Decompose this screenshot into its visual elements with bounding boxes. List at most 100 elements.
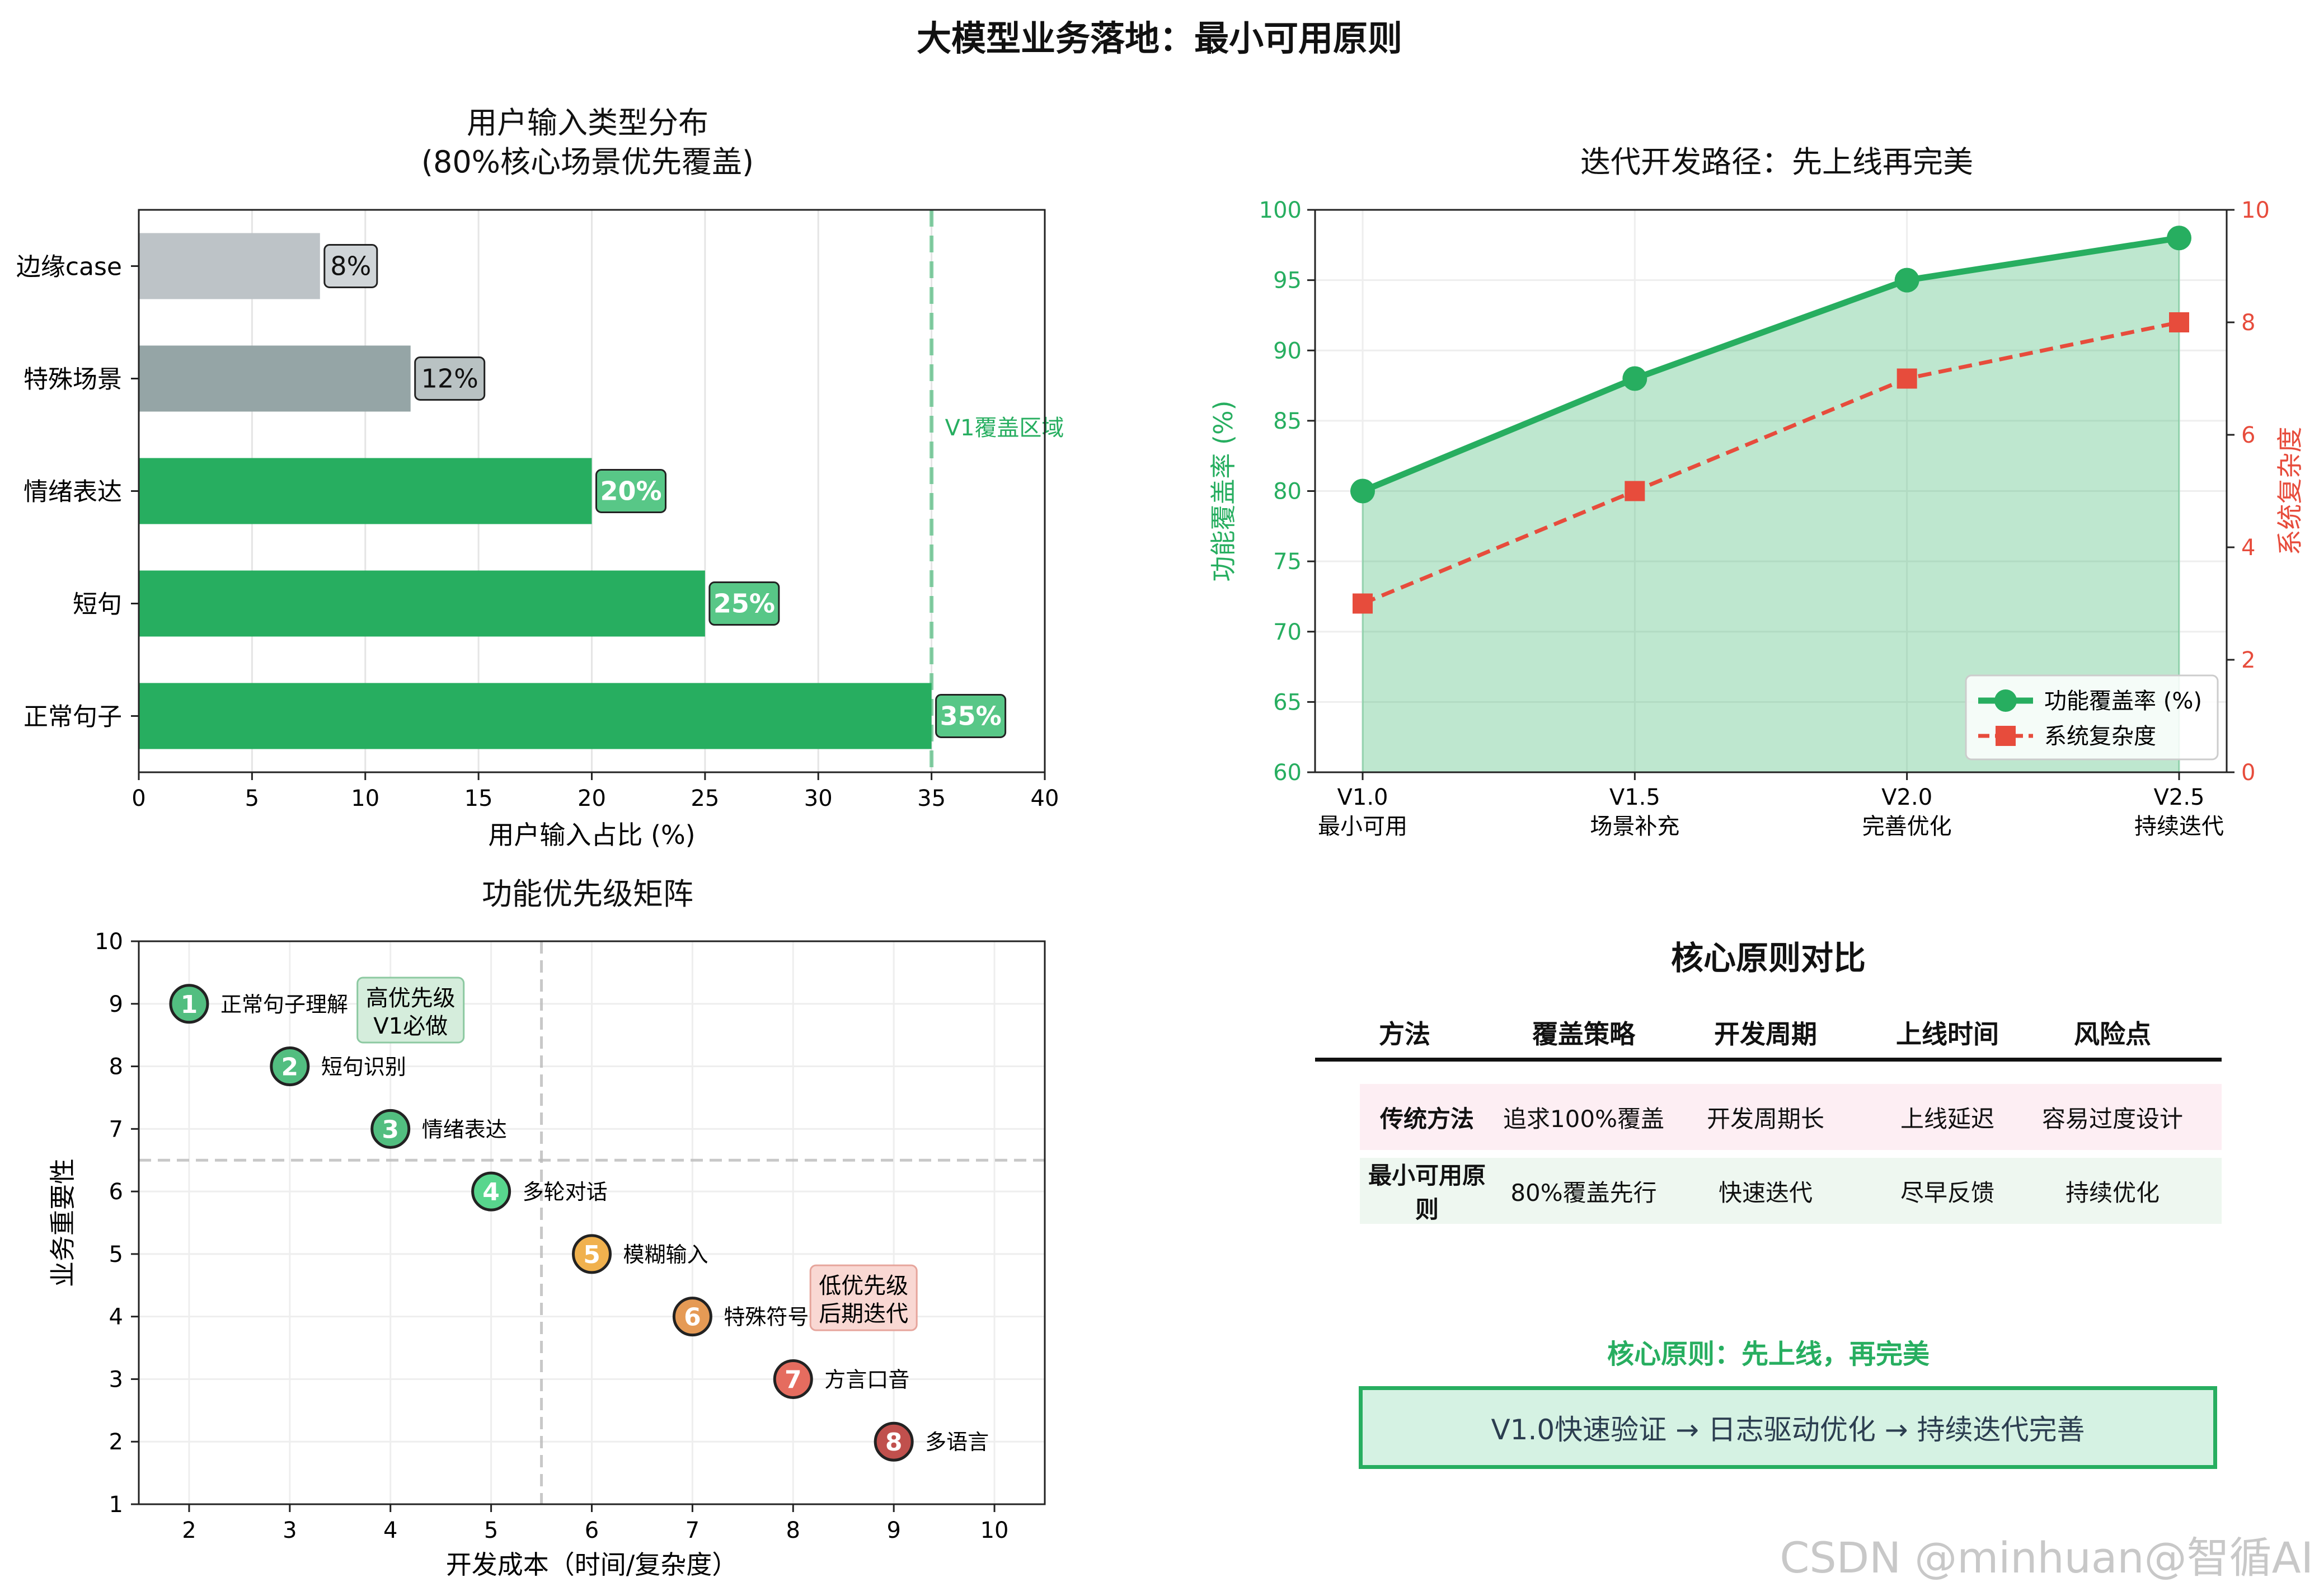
bar-chart: 35% 正常句子 25% 短句 20% 情绪表达 12% 特殊场景 8% 边缘case V1覆盖区域… [16,209,1064,850]
x-tick-label: 5 [245,786,259,811]
quadrant-annotation-box [809,1264,918,1331]
figure-title: 大模型业务落地：最小可用原则 [916,18,1402,59]
feature-point [874,1421,914,1462]
x-tick-label: 40 [1031,786,1059,811]
x-tick-label: 7 [686,1518,700,1543]
value-label-box [414,356,486,401]
y-right-tick-label: 10 [2241,198,2270,223]
x-tick-label: 5 [484,1518,498,1543]
table-cell: 最小可用原则 [1368,1162,1486,1223]
y-tick-label: 1 [109,1492,123,1518]
table-title: 核心原则对比 [1670,939,1866,977]
value-label: 25% [713,589,775,619]
quadrant-annotation-text: 高优先级 V1必做 [366,985,456,1039]
feature-number: 8 [885,1428,903,1457]
y-right-tick-label: 8 [2241,310,2255,336]
y-left-tick-label: 60 [1273,760,1302,786]
legend-complexity-label: 系统复杂度 [2044,724,2156,749]
bar [139,458,592,524]
table-header-cell: 覆盖策略 [1532,1019,1635,1049]
x-tick-label: V1.0 最小可用 [1318,785,1407,839]
y-tick-label: 7 [109,1116,123,1142]
category-label: 情绪表达 [24,478,122,506]
coverage-point [1622,366,1647,391]
y-tick-label: 3 [109,1367,123,1392]
y-left-tick-label: 80 [1273,479,1302,505]
core-principle-heading: 核心原则：先上线，再完美 [1607,1339,1930,1370]
feature-number: 6 [684,1303,701,1332]
y-left-tick-label: 90 [1273,338,1302,364]
feature-number: 3 [382,1115,399,1144]
table-header-cell: 风险点 [2074,1019,2151,1049]
table-header-cell: 方法 [1379,1019,1430,1049]
x-tick-label: 4 [383,1518,397,1543]
table-header: 方法 覆盖策略 开发周期 上线时间 风险点 [1315,1007,2222,1062]
complexity-line [1362,320,2180,605]
table-body: 传统方法 追求100%覆盖 开发周期长 上线延迟 容易过度设计 最小可用原则 80%覆盖先行… [1315,1084,2222,1224]
feature-label: 多语言 [925,1430,989,1454]
quadrant-annotation-box [356,977,465,1044]
v1-coverage-label: V1覆盖区域 [945,415,1064,441]
coverage-point [1894,267,1919,293]
feature-number: 7 [785,1365,802,1394]
value-label-box [323,244,378,288]
feature-label: 特殊符号 [724,1305,809,1330]
complexity-point [1625,481,1645,501]
table-cell: 尽早反馈 [1900,1179,1994,1207]
feature-number: 1 [181,991,198,1019]
y-axis-label: 业务重要性 [48,1158,78,1287]
quadrant-annotation-text: 低优先级后期迭代 [819,1273,908,1327]
y-left-tick-label: 95 [1273,268,1302,294]
bar [139,570,705,637]
feature-point [169,984,209,1024]
x-tick-label: V2.0 完善优化 [1862,785,1952,839]
line-chart: 60 65 70 75 80 85 90 95 100 0 2 4 6 8 10 V1.0 最小可用 V1.5 场景… [1208,198,2305,839]
feature-point [572,1234,612,1274]
legend-complexity-marker [1996,726,2016,746]
feature-label: 正常句子理解 [220,992,348,1017]
complexity-point [1353,593,1373,614]
y-left-tick-label: 70 [1273,619,1302,645]
x-axis-label: 用户输入占比 (%) [488,820,695,850]
value-label: 8% [330,251,371,281]
bar [139,345,411,412]
category-label: 正常句子 [24,703,122,731]
x-tick-label: V1.5 场景补充 [1590,785,1679,839]
y-tick-label: 6 [109,1179,123,1205]
table-cell: 持续优化 [2065,1179,2160,1207]
coverage-point [1350,478,1375,504]
y-right-tick-label: 6 [2241,423,2255,448]
category-label: 短句 [73,590,122,619]
y-tick-label: 4 [109,1304,123,1330]
bar [139,233,320,299]
y-left-tick-label: 75 [1273,549,1302,575]
feature-label: 情绪表达 [422,1117,507,1142]
table-cell: 追求100%覆盖 [1503,1105,1665,1133]
coverage-line [1361,234,2180,494]
x-tick-label: 30 [804,786,833,811]
x-tick-label: 3 [283,1518,297,1543]
feature-number: 4 [482,1178,500,1207]
table-cell: 快速迭代 [1718,1179,1813,1207]
y-tick-label: 9 [109,992,123,1017]
y-right-tick-label: 0 [2241,760,2255,786]
x-tick-label: V2.5 持续迭代 [2134,785,2224,839]
flow-box: V1.0快速验证 → 日志驱动优化 → 持续迭代完善 [1359,1386,2217,1469]
feature-point [672,1297,712,1337]
y-right-tick-label: 2 [2241,647,2255,673]
feature-label: 短句识别 [321,1055,406,1079]
y-right-tick-label: 4 [2241,535,2255,561]
table-cell: 80%覆盖先行 [1510,1179,1657,1207]
comparison-table: 方法 覆盖策略 开发周期 上线时间 风险点 传统方法 追求100%覆盖 开发周期长 上线延迟 容… [1315,1007,2222,1224]
value-label-box [935,694,1007,738]
feature-point [773,1359,813,1399]
feature-label: 模糊输入 [623,1242,708,1267]
feature-point [471,1171,511,1212]
complexity-point [1896,368,1917,389]
feature-point [270,1046,310,1087]
feature-number: 5 [583,1241,600,1269]
y-left-axis-label: 功能覆盖率 (%) [1208,400,1238,581]
x-tick-label: 10 [980,1518,1009,1543]
x-tick-label: 25 [691,786,719,811]
y-right-axis-label: 系统复杂度 [2275,427,2305,556]
